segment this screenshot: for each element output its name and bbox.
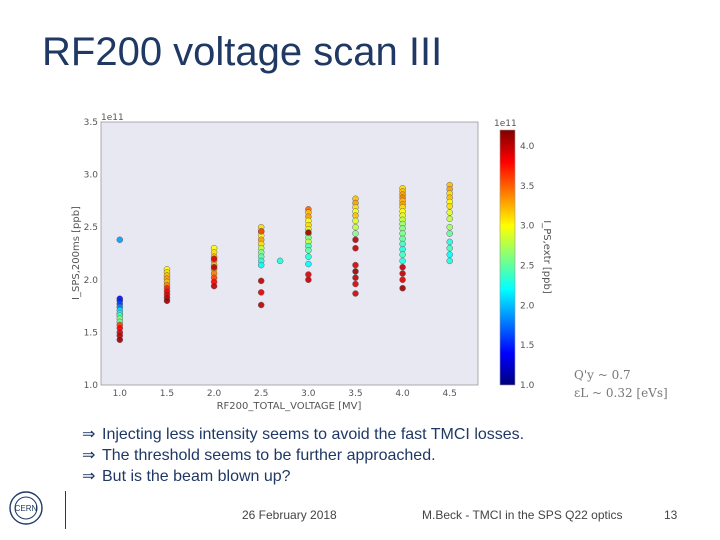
bullet-item: ⇒ The threshold seems to be further appro…	[82, 447, 436, 464]
data-point	[446, 215, 453, 223]
data-point	[446, 209, 453, 216]
data-point	[352, 236, 359, 244]
y-tick-label: 1.5	[84, 328, 98, 338]
y-tick-label: 2.0	[84, 276, 99, 286]
footer-date: 26 February 2018	[242, 508, 337, 522]
cern-logo: CERN	[9, 491, 43, 525]
data-point	[305, 276, 312, 284]
data-point	[352, 261, 359, 269]
data-point	[399, 263, 406, 271]
colorbar-tick-label: 3.0	[520, 222, 535, 232]
x-tick-label: 3.0	[301, 389, 316, 399]
data-point	[257, 228, 265, 235]
data-point	[305, 253, 312, 260]
data-point	[210, 255, 218, 263]
x-tick-label: 4.0	[395, 389, 410, 399]
data-point	[305, 260, 312, 268]
data-point	[116, 336, 124, 344]
data-point	[399, 257, 406, 265]
bullet-item: ⇒ Injecting less intensity seems to avoid…	[82, 426, 525, 443]
data-point	[446, 257, 453, 265]
colorbar-tick-label: 2.0	[520, 301, 535, 311]
plot-area	[100, 121, 479, 386]
bullet-item: ⇒ But is the beam blown up?	[82, 468, 291, 485]
data-point	[399, 284, 406, 292]
footer-author: M.Beck - TMCI in the SPS Q22 optics	[422, 508, 623, 522]
data-point	[257, 301, 265, 309]
colorbar-tick-label: 2.5	[520, 261, 534, 271]
data-point	[210, 263, 218, 271]
x-tick-label: 1.0	[113, 389, 128, 399]
y-offset-text: 1e11	[101, 113, 124, 123]
data-point	[399, 251, 406, 258]
x-tick-label: 4.5	[443, 389, 457, 399]
x-tick-label: 2.5	[254, 389, 268, 399]
colorbar-offset-text: 1e11	[494, 119, 517, 129]
x-tick-label: 1.5	[160, 389, 174, 399]
svg-text:CERN: CERN	[15, 504, 38, 513]
data-point	[257, 277, 265, 285]
chromaticity-note: Q'y ~ 0.7	[574, 368, 631, 382]
data-point	[352, 290, 359, 297]
y-tick-label: 1.0	[84, 381, 99, 391]
data-point	[352, 268, 359, 275]
data-point	[446, 238, 453, 246]
y-tick-label: 3.5	[84, 118, 98, 128]
data-point	[276, 257, 284, 265]
x-axis-label: RF200_TOTAL_VOLTAGE [MV]	[217, 401, 362, 412]
colorbar-tick-label: 4.0	[520, 142, 535, 152]
data-point	[352, 244, 359, 252]
data-point	[446, 223, 453, 231]
data-point	[446, 251, 453, 258]
implies-arrow-icon: ⇒	[82, 468, 96, 485]
colorbar-tick-label: 1.5	[520, 341, 534, 351]
implies-arrow-icon: ⇒	[82, 447, 96, 464]
colorbar-tick-label: 3.5	[520, 182, 534, 192]
data-point	[352, 280, 359, 288]
emittance-note: εL ~ 0.32 [eVs]	[574, 386, 668, 400]
data-point	[399, 276, 406, 284]
x-tick-label: 3.5	[348, 389, 362, 399]
colorbar-tick-label: 1.0	[520, 381, 535, 391]
data-point	[257, 261, 265, 269]
data-point	[305, 247, 312, 254]
y-tick-label: 2.5	[84, 223, 98, 233]
data-point	[163, 297, 171, 305]
conclusions-list: ⇒ Injecting less intensity seems to avoid…	[82, 424, 524, 487]
scatter-chart: 1.0 1.5 2.0 2.5 3.0 3.5 4.0 4.5 1.0 1.5 2.0 2.5 3.0…	[71, 113, 552, 412]
data-point	[305, 229, 312, 236]
data-point	[446, 230, 453, 237]
data-point	[352, 217, 359, 225]
data-point	[352, 230, 359, 237]
implies-arrow-icon: ⇒	[82, 426, 96, 443]
y-axis-label: I_SPS,200ms [ppb]	[71, 206, 82, 300]
y-tick-label: 3.0	[84, 171, 99, 181]
data-point	[352, 223, 359, 231]
data-point	[446, 244, 453, 252]
data-point	[352, 274, 359, 281]
page-number: 13	[664, 508, 678, 522]
footer-divider	[65, 491, 66, 529]
data-point	[446, 202, 453, 210]
colorbar	[499, 129, 516, 386]
colorbar-label: I_PS,extr [ppb]	[541, 220, 552, 294]
x-tick-label: 2.0	[207, 389, 222, 399]
data-point	[257, 289, 265, 296]
data-point	[399, 270, 406, 277]
data-point	[116, 236, 124, 244]
slide-title: RF200 voltage scan III	[42, 30, 443, 74]
data-point	[210, 282, 218, 290]
